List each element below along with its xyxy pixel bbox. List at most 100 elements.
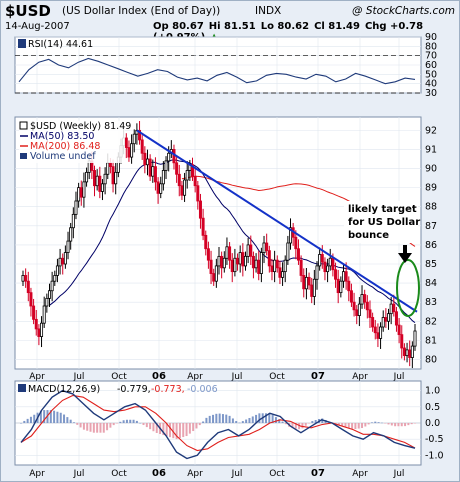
macd-histogram-bar	[218, 413, 221, 423]
candle-body	[387, 313, 391, 322]
candle-body	[363, 294, 367, 303]
candle-body	[201, 217, 205, 236]
candle-body	[185, 170, 189, 181]
macd-histogram-bar	[29, 416, 32, 423]
macd-x-tick-label: Jul	[393, 469, 405, 479]
macd-histogram-bar	[178, 423, 181, 439]
candle-body	[212, 273, 216, 282]
price-tick-label: 82	[425, 316, 437, 327]
macd-histogram-bar	[149, 423, 152, 430]
rsi-tick-label: 60	[425, 60, 437, 71]
macd-histogram-bar	[294, 423, 297, 429]
macd-histogram-bar	[205, 417, 208, 423]
candle-body	[204, 234, 208, 250]
macd-legend-macd: -0.779,	[117, 384, 151, 395]
candle-body	[93, 170, 97, 187]
candle-body	[328, 257, 332, 267]
macd-histogram-bar	[407, 423, 410, 426]
macd-histogram-bar	[357, 423, 360, 429]
candle-body	[209, 259, 213, 274]
open-value: Op 80.67	[153, 21, 204, 32]
macd-histogram-bar	[53, 410, 56, 423]
candle-body	[281, 271, 285, 278]
candle-body	[326, 265, 330, 273]
rsi-tick-label: 40	[425, 79, 437, 90]
macd-line	[20, 389, 416, 460]
candle-body	[341, 271, 345, 282]
candle-body	[130, 143, 134, 158]
copyright-link[interactable]: @ StockCharts.com	[352, 5, 455, 17]
candle-body	[249, 244, 253, 257]
macd-histogram-bar	[400, 423, 403, 427]
price-x-tick-label: Oct	[111, 372, 127, 382]
macd-histogram-bar	[384, 423, 387, 424]
macd-histogram-bar	[228, 415, 231, 423]
candle-body	[177, 173, 181, 187]
candle-body	[376, 332, 380, 339]
macd-histogram-bar	[116, 423, 119, 424]
macd-histogram-bar	[129, 419, 132, 423]
candle-body	[310, 284, 314, 297]
candle-body	[69, 227, 73, 242]
price-x-tick-label: Jul	[231, 372, 243, 382]
candle-body	[206, 248, 210, 261]
candle-body	[238, 252, 242, 265]
macd-tick-label: 0.0	[425, 418, 440, 429]
candle-body	[339, 280, 343, 294]
macd-histogram-bar	[231, 418, 234, 423]
candle-body	[55, 265, 59, 276]
ma50-line	[49, 159, 416, 324]
candle-body	[323, 261, 327, 273]
rsi-tick-label: 70	[425, 51, 437, 62]
macd-signal-line	[20, 394, 416, 452]
candle-body	[334, 269, 338, 280]
candle-body	[24, 275, 28, 282]
candle-body	[217, 255, 221, 267]
candle-body	[384, 317, 388, 322]
macd-histogram-bar	[23, 420, 26, 423]
macd-histogram-bar	[106, 423, 109, 431]
price-tick-label: 92	[425, 125, 437, 136]
macd-histogram-bar	[66, 417, 69, 423]
candle-body	[392, 303, 396, 313]
macd-legend-label: MACD(12,26,9)	[28, 384, 100, 395]
candle-body	[172, 149, 176, 164]
price-x-tick-label: Apr	[29, 372, 45, 382]
candle-body	[347, 280, 351, 292]
macd-histogram-bar	[364, 423, 367, 427]
macd-histogram-bar	[165, 423, 168, 437]
candle-body	[371, 317, 375, 328]
price-legend-swatch	[19, 121, 28, 130]
macd-histogram-bar	[79, 423, 82, 428]
candle-body	[225, 246, 229, 259]
candle-body	[400, 334, 404, 349]
quote-date: 14-Aug-2007	[5, 21, 70, 32]
candle-body	[143, 152, 147, 166]
macd-histogram-bar	[341, 423, 344, 427]
rsi-tick-label: 30	[425, 88, 437, 99]
candle-body	[95, 175, 99, 187]
macd-histogram-bar	[265, 413, 268, 423]
candle-body	[53, 275, 57, 282]
macd-x-tick-label: Oct	[269, 469, 285, 479]
price-legend: $USD (Weekly) 81.49 MA(50) 83.50 MA(200)…	[19, 121, 131, 163]
macd-histogram-bar	[96, 423, 99, 433]
macd-histogram-bar	[374, 421, 377, 423]
candle-body	[47, 290, 51, 299]
candle-body	[394, 311, 398, 326]
candle-body	[273, 259, 277, 273]
macd-histogram-bar	[56, 411, 59, 423]
macd-histogram-bar	[212, 414, 215, 423]
candle-body	[251, 255, 255, 269]
candle-body	[230, 259, 234, 273]
candle-body	[296, 248, 300, 261]
macd-histogram-bar	[235, 421, 238, 423]
candle-body	[289, 227, 293, 244]
candle-body	[106, 162, 110, 175]
candle-body	[299, 259, 303, 276]
candle-body	[167, 152, 171, 162]
price-x-tick-label: 06	[152, 371, 166, 382]
candle-body	[50, 280, 54, 292]
macd-histogram-bar	[185, 423, 188, 437]
price-x-tick-label: 07	[311, 371, 325, 382]
